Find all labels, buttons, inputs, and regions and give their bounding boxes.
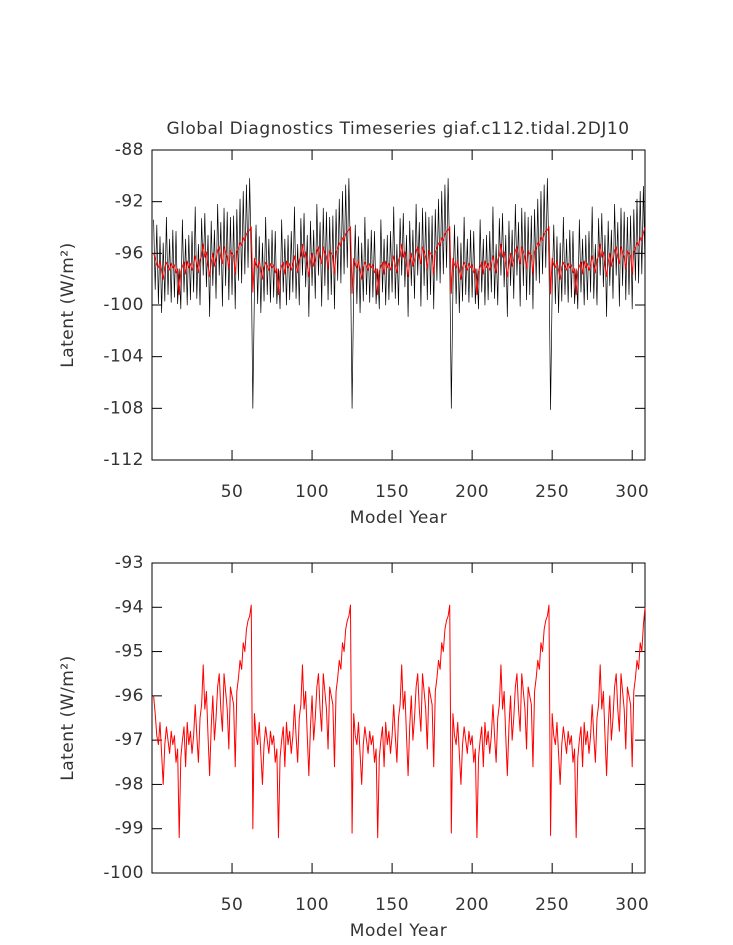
y-tick-label: -104 (103, 347, 144, 367)
series-line (153, 604, 646, 839)
x-axis-label: Model Year (350, 508, 447, 528)
x-tick-label: 100 (295, 482, 329, 502)
y-tick-label: -112 (103, 450, 144, 470)
x-axis-label: Model Year (350, 921, 447, 941)
x-tick-label: 50 (221, 895, 244, 915)
x-tick-label: 200 (455, 895, 489, 915)
y-tick-label: -92 (115, 192, 144, 212)
y-tick-label: -96 (115, 243, 144, 263)
y-tick-label: -100 (103, 295, 144, 315)
chart-title: Global Diagnostics Timeseries giaf.c112.… (166, 119, 629, 139)
x-tick-label: 150 (375, 482, 409, 502)
plot-frame (151, 562, 646, 874)
x-tick-label: 250 (535, 895, 569, 915)
y-tick-label: -108 (103, 398, 144, 418)
x-tick-label: 150 (375, 895, 409, 915)
y-axis-label: Latent (W/m²) (58, 242, 78, 368)
y-tick-label: -97 (115, 730, 144, 750)
y-tick-label: -99 (115, 819, 144, 839)
y-tick-label: -88 (115, 140, 144, 160)
x-tick-label: 200 (455, 482, 489, 502)
y-axis-label: Latent (W/m²) (58, 655, 78, 781)
y-tick-label: -95 (115, 642, 144, 662)
y-tick-label: -96 (115, 686, 144, 706)
y-tick-label: -93 (115, 553, 144, 573)
y-tick-label: -94 (115, 597, 144, 617)
y-tick-label: -100 (103, 863, 144, 883)
y-tick-label: -98 (115, 774, 144, 794)
x-tick-label: 50 (221, 482, 244, 502)
x-tick-label: 300 (615, 895, 649, 915)
x-tick-label: 300 (615, 482, 649, 502)
series-line (153, 226, 646, 296)
series-line (153, 178, 646, 410)
x-tick-label: 100 (295, 895, 329, 915)
x-tick-label: 250 (535, 482, 569, 502)
